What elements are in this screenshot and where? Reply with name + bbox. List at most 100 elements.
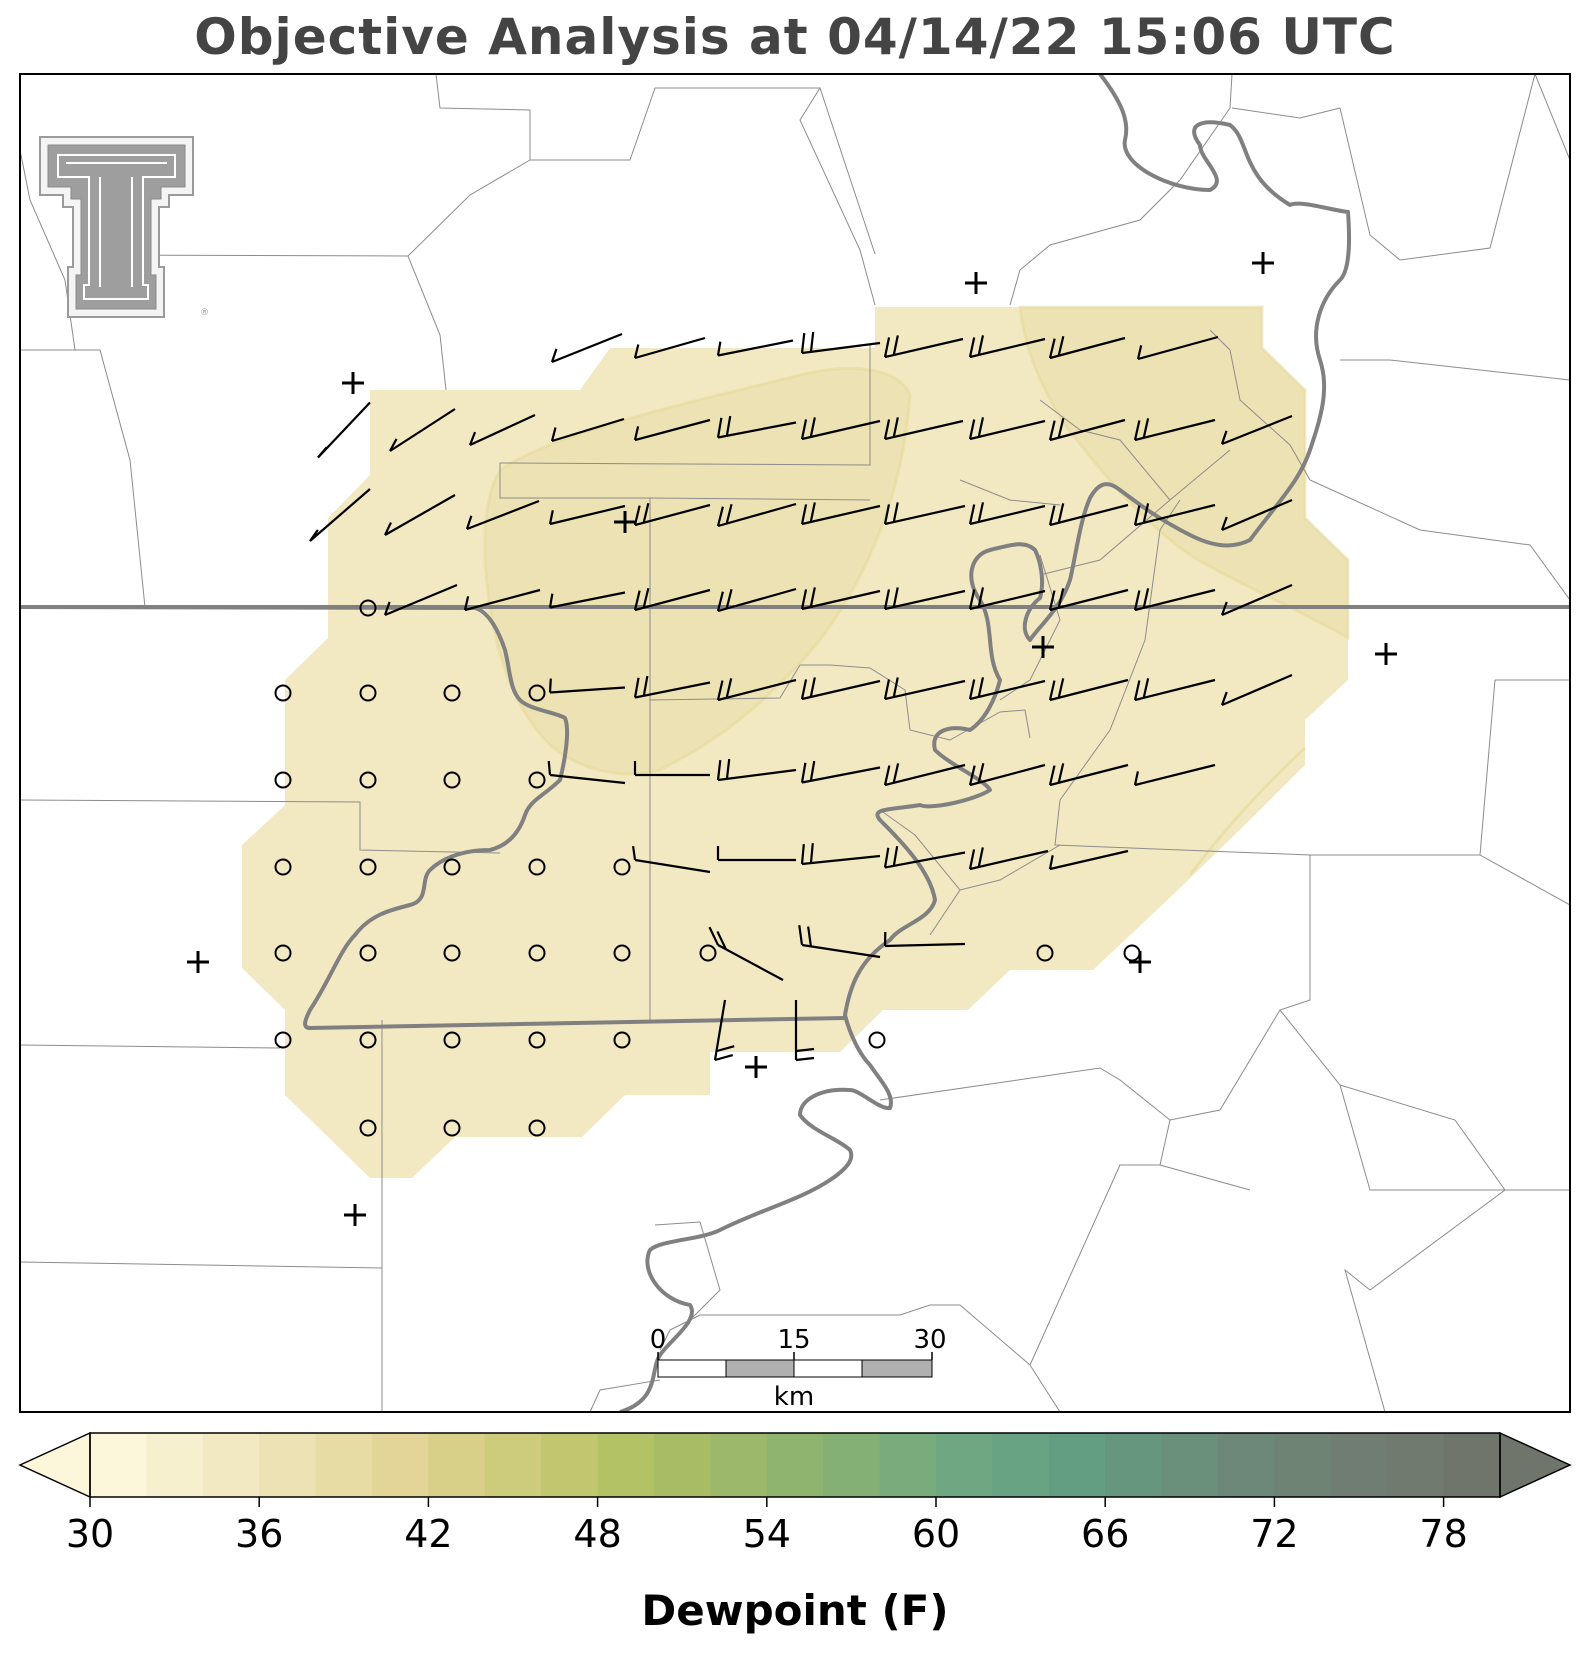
calm-wind-circle <box>528 1031 546 1049</box>
calm-wind-circle <box>359 1031 377 1049</box>
state-boundaries <box>20 74 1570 1412</box>
calm-wind-layer <box>274 599 1141 1137</box>
wind-barb <box>716 339 794 357</box>
wind-barb <box>389 408 456 452</box>
colorbar-min-extend-arrow <box>18 1431 91 1499</box>
wind-barb <box>968 587 1046 611</box>
wind-barb <box>1220 498 1293 532</box>
station-plus-marker <box>965 272 987 294</box>
wind-barb <box>548 504 626 526</box>
scale-bar-label-30: 30 <box>913 1325 946 1355</box>
colorbar-cell <box>879 1433 937 1497</box>
wind-barb <box>548 678 626 694</box>
wind-barb <box>883 931 966 948</box>
county-boundaries <box>20 74 1570 1412</box>
colorbar-cell <box>372 1433 429 1497</box>
wind-barb <box>883 335 964 359</box>
wind-barb <box>716 502 797 528</box>
colorbar-tick-label: 42 <box>404 1512 452 1556</box>
calm-wind-circle <box>868 1031 886 1049</box>
wind-barb <box>384 494 456 536</box>
colorbar-cell <box>484 1433 542 1497</box>
wind-barb <box>800 502 881 526</box>
calm-wind-circle <box>359 684 377 702</box>
colorbar-cell <box>259 1433 317 1497</box>
colorbar-tick-label: 78 <box>1419 1512 1467 1556</box>
wind-barb <box>548 591 626 609</box>
calm-wind-circle <box>443 1119 461 1137</box>
colorbar-cell <box>1330 1433 1388 1497</box>
dewpoint-fill-inner-east <box>1018 305 1350 641</box>
wind-barb <box>800 843 881 866</box>
colorbar-cell <box>202 1433 260 1497</box>
colorbar-cell <box>1443 1433 1501 1497</box>
wind-barb <box>1220 673 1293 707</box>
wind-barb <box>1048 678 1129 702</box>
colorbar-cell <box>1161 1433 1219 1497</box>
wind-barb <box>1048 418 1126 442</box>
calm-wind-circle <box>274 1031 292 1049</box>
calm-wind-circle <box>359 1119 377 1137</box>
calm-wind-circle <box>359 771 377 789</box>
scale-bar-label-15: 15 <box>777 1325 810 1355</box>
wind-barb <box>968 677 1046 701</box>
wind-barb <box>1133 678 1216 702</box>
wind-barb <box>716 678 797 702</box>
colorbar-tick-label: 72 <box>1250 1512 1298 1556</box>
wind-barb <box>883 763 966 787</box>
calm-wind-circle <box>274 858 292 876</box>
wind-barb <box>883 417 964 441</box>
calm-wind-circle <box>528 1119 546 1137</box>
station-plus-marker <box>1252 252 1274 274</box>
wind-barb <box>1133 418 1216 442</box>
colorbar-tick-label: 66 <box>1081 1512 1129 1556</box>
calm-wind-circle <box>274 944 292 962</box>
calm-wind-circle <box>274 771 292 789</box>
wind-barb <box>633 336 706 360</box>
station-plus-marker <box>614 511 636 533</box>
svg-text:®: ® <box>200 308 209 318</box>
wind-barb <box>1136 335 1219 361</box>
wind-barb <box>1220 414 1293 446</box>
calm-wind-circle <box>443 858 461 876</box>
wind-barb <box>1133 503 1216 527</box>
wind-barb <box>383 583 458 617</box>
wind-barb <box>883 502 966 526</box>
colorbar-cell <box>541 1433 599 1497</box>
wind-barb <box>800 331 881 355</box>
wind-barb <box>716 846 796 862</box>
station-plus-marker <box>342 372 364 394</box>
colorbar-ticks: 30 36 42 48 54 60 66 72 78 <box>66 1497 1468 1556</box>
wind-barb <box>317 401 371 459</box>
wind-barb <box>968 763 1046 787</box>
calm-wind-circle <box>1036 944 1054 962</box>
calm-wind-circle <box>528 944 546 962</box>
calm-wind-circle <box>359 599 377 617</box>
wind-barb <box>633 588 711 612</box>
colorbar-tick-label: 36 <box>235 1512 283 1556</box>
station-plus-marker <box>1129 951 1151 973</box>
calm-wind-circle <box>443 684 461 702</box>
wind-barb <box>968 502 1046 526</box>
colorbar-cell <box>428 1433 486 1497</box>
wind-barb <box>798 925 881 959</box>
calm-wind-circle <box>613 944 631 962</box>
colorbar-outline <box>89 1432 1501 1498</box>
colorbar-cell <box>766 1433 824 1497</box>
calm-wind-circle <box>443 1031 461 1049</box>
wind-barb <box>1048 336 1126 360</box>
colorbar-tick-label: 54 <box>743 1512 791 1556</box>
wind-barb <box>550 332 623 364</box>
texas-tech-logo: ® <box>39 136 209 318</box>
wind-barb <box>794 1000 815 1062</box>
calm-wind-circle <box>274 684 292 702</box>
colorbar-cells <box>90 1433 1501 1497</box>
wind-barb <box>1048 503 1129 527</box>
wind-barb <box>713 999 735 1062</box>
map-content: ® 0 15 30 km <box>20 74 1570 1412</box>
colorbar-cell <box>654 1433 711 1497</box>
wind-barb <box>465 499 540 531</box>
calm-wind-circle <box>359 858 377 876</box>
wind-barb <box>633 675 711 699</box>
wind-barb <box>633 418 711 442</box>
